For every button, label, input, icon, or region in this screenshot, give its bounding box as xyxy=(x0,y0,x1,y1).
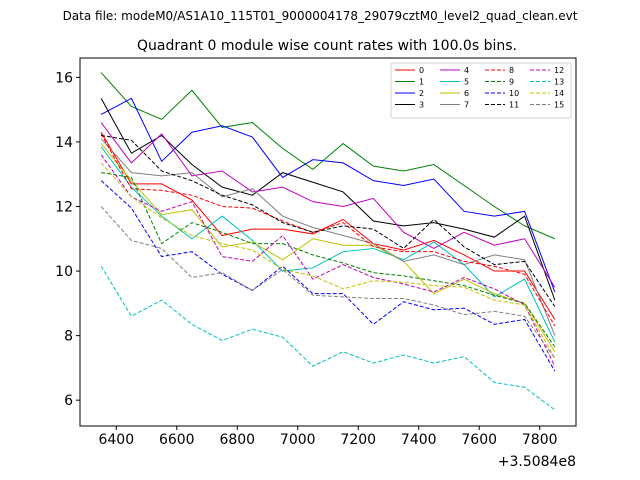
legend-box xyxy=(390,62,572,119)
series-line-12 xyxy=(100,154,556,367)
y-tick-label: 6 xyxy=(64,393,73,409)
series-line-6 xyxy=(100,143,556,353)
legend-label-3: 3 xyxy=(419,101,424,110)
series-line-14 xyxy=(100,162,556,359)
y-tick-label: 16 xyxy=(55,70,73,86)
x-tick-label: 7200 xyxy=(340,432,376,448)
legend-label-7: 7 xyxy=(464,101,469,110)
series-line-13 xyxy=(100,265,556,411)
x-tick-label: 6600 xyxy=(159,432,195,448)
axes-frame xyxy=(79,57,577,427)
series-line-10 xyxy=(100,180,556,372)
series-line-11 xyxy=(101,134,556,307)
y-tick-label: 10 xyxy=(55,264,73,280)
legend-label-8: 8 xyxy=(509,66,514,75)
x-tick-label: 6800 xyxy=(219,432,255,448)
series-line-8 xyxy=(100,133,556,327)
x-tick-label: 7000 xyxy=(280,432,316,448)
legend-label-4: 4 xyxy=(464,66,469,75)
legend-label-0: 0 xyxy=(419,66,424,75)
series-line-1 xyxy=(100,72,556,240)
legend-label-11: 11 xyxy=(509,101,519,110)
x-tick-label: 7600 xyxy=(461,432,497,448)
legend-label-6: 6 xyxy=(464,89,469,98)
x-tick-label: 7800 xyxy=(522,432,558,448)
x-offset-label: +3.5084e8 xyxy=(498,454,576,470)
legend-label-12: 12 xyxy=(554,66,564,75)
x-tick-label: 7400 xyxy=(401,432,437,448)
series-line-0 xyxy=(100,131,556,320)
series-line-15 xyxy=(100,206,556,359)
y-tick-label: 8 xyxy=(64,329,73,345)
x-tick-label: 6400 xyxy=(98,432,134,448)
series-line-2 xyxy=(100,97,556,293)
series-line-9 xyxy=(101,172,556,348)
chart-title: Quadrant 0 module wise count rates with … xyxy=(137,38,517,54)
legend-label-1: 1 xyxy=(419,78,424,87)
legend-label-9: 9 xyxy=(509,78,514,87)
series-line-5 xyxy=(100,146,556,343)
plot-area: 6400 6600 6800 7000 7200 7400 7600 780068101214… xyxy=(55,70,557,448)
legend-label-13: 13 xyxy=(554,78,564,87)
legend-label-5: 5 xyxy=(464,78,469,87)
series-line-4 xyxy=(100,122,556,288)
data-file-label: Data file: modeM0/AS1A10_115T01_90000041… xyxy=(63,9,578,23)
legend-label-2: 2 xyxy=(419,89,424,98)
legend-label-15: 15 xyxy=(554,101,564,110)
series-line-3 xyxy=(100,98,556,301)
y-tick-label: 12 xyxy=(55,199,73,215)
series-line-7 xyxy=(100,138,556,336)
legend-label-14: 14 xyxy=(554,89,564,98)
legend-label-10: 10 xyxy=(509,89,519,98)
y-tick-label: 14 xyxy=(55,135,73,151)
